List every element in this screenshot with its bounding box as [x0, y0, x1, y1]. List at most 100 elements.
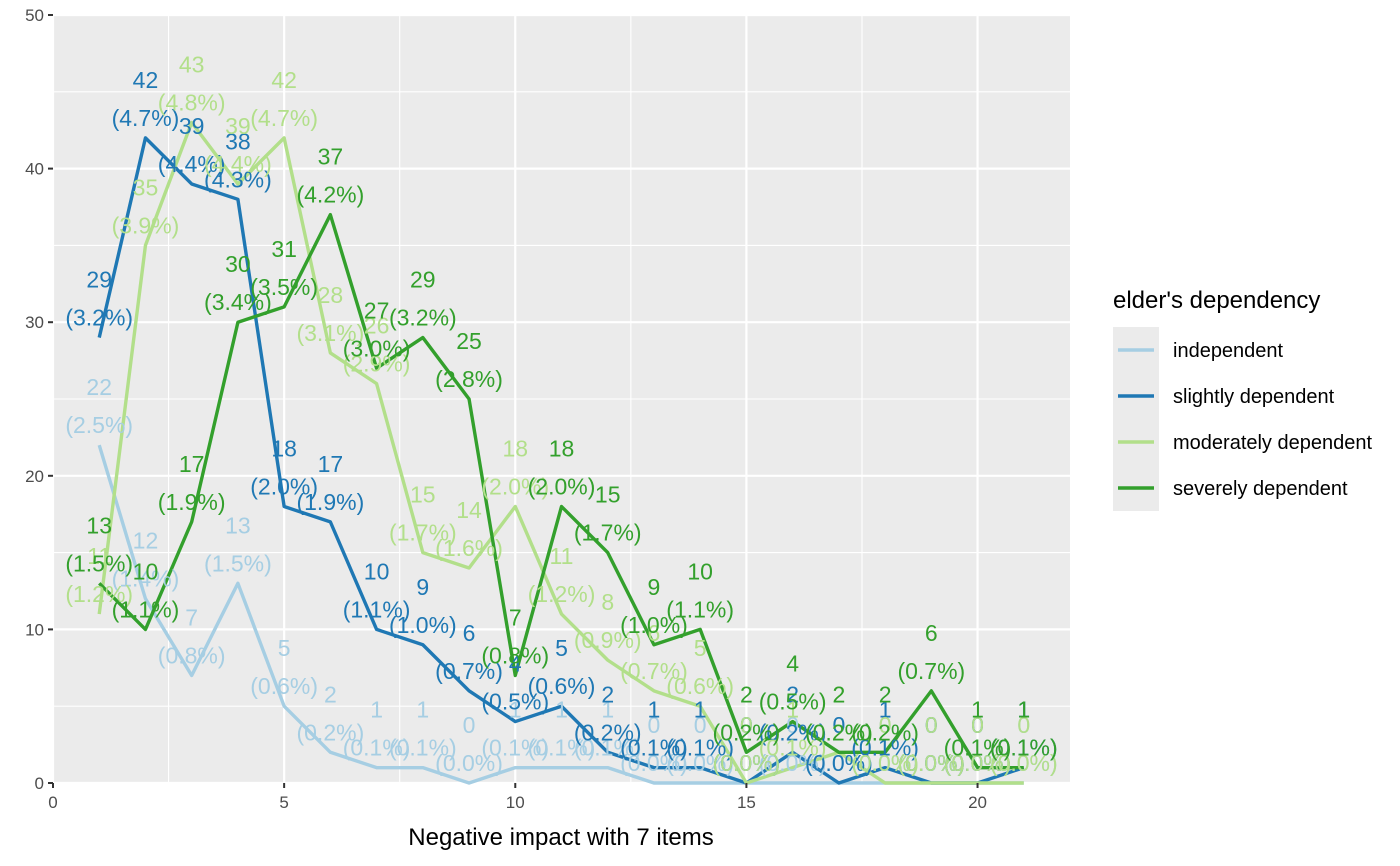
data-label-count: 28: [318, 282, 344, 308]
data-label-pct: (0.0%): [990, 750, 1058, 776]
legend-label: severely dependent: [1173, 478, 1348, 500]
data-label-count: 15: [410, 482, 436, 508]
data-label-count: 0: [971, 712, 984, 738]
data-label-pct: (0.2%): [713, 719, 781, 745]
data-label-pct: (1.4%): [112, 566, 180, 592]
data-label-count: 1: [1017, 697, 1030, 723]
legend-keys: independent slightly dependent moderately …: [1113, 327, 1372, 511]
data-label-count: 18: [549, 436, 575, 462]
data-label-pct: (0.0%): [435, 750, 503, 776]
data-label-pct: (0.8%): [481, 642, 549, 668]
data-label-pct: (4.7%): [250, 105, 318, 131]
data-label-pct: (0.1%): [574, 735, 642, 761]
data-label-pct: (0.0%): [897, 750, 965, 776]
data-label-pct: (1.5%): [65, 550, 133, 576]
data-label-count: 11: [550, 543, 574, 569]
data-label-pct: (1.1%): [666, 596, 734, 622]
x-tick-label: 15: [737, 793, 756, 812]
data-label-count: 1: [971, 697, 984, 723]
data-label-pct: (0.0%): [944, 750, 1012, 776]
data-label-count: 0: [879, 712, 892, 738]
data-label-pct: (0.0%): [805, 750, 873, 776]
data-label-count: 27: [364, 297, 390, 323]
data-label-count: 0: [925, 712, 938, 738]
data-label-pct: (0.7%): [620, 658, 688, 684]
data-label-pct: (0.1%): [389, 735, 457, 761]
legend-label: independent: [1173, 340, 1284, 362]
data-label-count: 0: [740, 712, 753, 738]
data-label-pct: (3.1%): [296, 320, 364, 346]
data-label-count: 30: [225, 251, 251, 277]
data-label-count: 9: [648, 574, 661, 600]
data-label-count: 11: [87, 543, 111, 569]
data-label-count: 2: [786, 681, 799, 707]
data-label-pct: (0.0%): [897, 750, 965, 776]
data-label-pct: (4.4%): [158, 151, 226, 177]
data-label-count: 0: [925, 712, 938, 738]
data-label-count: 18: [271, 436, 297, 462]
x-tick-label: 20: [968, 793, 987, 812]
y-tick-label: 30: [25, 313, 44, 332]
data-label-pct: (0.6%): [528, 673, 596, 699]
data-label-count: 13: [225, 512, 251, 538]
data-label-count: 29: [410, 267, 436, 293]
data-label-pct: (0.6%): [250, 673, 318, 699]
data-label-pct: (0.1%): [944, 735, 1012, 761]
data-label-pct: (0.0%): [944, 750, 1012, 776]
data-label-count: 1: [786, 697, 799, 723]
data-label-pct: (0.2%): [574, 719, 642, 745]
data-label-pct: (1.7%): [574, 520, 642, 546]
data-label-pct: (0.0%): [851, 750, 919, 776]
data-label-count: 0: [925, 712, 938, 738]
data-label-pct: (0.0%): [713, 750, 781, 776]
data-label-count: 7: [185, 604, 198, 630]
data-label-count: 10: [364, 558, 390, 584]
data-label-count: 1: [694, 697, 707, 723]
data-label-pct: (0.1%): [528, 735, 596, 761]
data-label-pct: (0.2%): [851, 719, 919, 745]
data-label-pct: (3.0%): [343, 335, 411, 361]
data-label-count: 7: [509, 604, 522, 630]
data-label-count: 2: [324, 681, 337, 707]
series-line-3: [98, 212, 1024, 770]
data-label-pct: (0.2%): [296, 719, 364, 745]
data-label-pct: (0.0%): [713, 750, 781, 776]
data-label-count: 5: [555, 635, 568, 661]
data-label-count: 39: [179, 113, 205, 139]
data-label-pct: (4.3%): [204, 166, 272, 192]
data-label-count: 31: [271, 236, 297, 262]
data-label-pct: (1.5%): [204, 550, 272, 576]
data-label-pct: (0.5%): [481, 689, 549, 715]
data-label-count: 0: [832, 712, 845, 738]
data-label-count: 4: [509, 651, 522, 677]
data-label-count: 22: [86, 374, 112, 400]
data-label-count: 43: [179, 52, 205, 78]
data-label-count: 29: [86, 267, 112, 293]
legend-label: moderately dependent: [1173, 432, 1372, 454]
data-label-pct: (0.8%): [158, 642, 226, 668]
data-label-count: 12: [133, 528, 159, 554]
data-label-count: 10: [133, 558, 159, 584]
data-label-pct: (0.0%): [759, 750, 827, 776]
series-line-2: [97, 120, 1024, 785]
data-label-count: 14: [456, 497, 482, 523]
data-label-count: 5: [278, 635, 291, 661]
series-lines: [97, 120, 1025, 785]
data-label-count: 1: [879, 697, 892, 723]
data-label-count: 39: [225, 113, 251, 139]
data-label-count: 1: [601, 697, 614, 723]
series-line-0: [97, 444, 1024, 785]
data-label-pct: (2.8%): [435, 366, 503, 392]
data-label-pct: (0.7%): [435, 658, 503, 684]
data-label-pct: (2.9%): [343, 351, 411, 377]
data-label-pct: (3.2%): [65, 305, 133, 331]
data-label-pct: (1.1%): [343, 596, 411, 622]
data-label-pct: (0.0%): [713, 750, 781, 776]
data-label-count: 18: [502, 436, 528, 462]
data-label-count: 4: [786, 651, 799, 677]
x-tick-label: 10: [506, 793, 525, 812]
y-tick-label: 40: [25, 160, 44, 179]
legend-label: slightly dependent: [1173, 386, 1335, 408]
data-label-count: 10: [687, 558, 713, 584]
